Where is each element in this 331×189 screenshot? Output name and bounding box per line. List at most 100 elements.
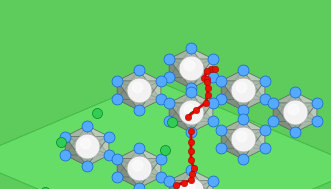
Point [166, 120, 172, 123]
Point [292, 91, 298, 94]
Polygon shape [243, 119, 265, 148]
Point [106, 135, 112, 138]
Point [188, 131, 194, 134]
Point [218, 128, 224, 131]
Point [115, 176, 120, 179]
Point [218, 79, 224, 82]
Polygon shape [139, 159, 161, 188]
Polygon shape [117, 148, 161, 159]
Point [210, 57, 215, 60]
Polygon shape [169, 48, 213, 77]
Polygon shape [117, 148, 139, 177]
Polygon shape [169, 92, 191, 122]
Polygon shape [295, 103, 317, 132]
Point [210, 179, 215, 182]
Polygon shape [273, 92, 295, 122]
Point [186, 185, 192, 188]
Polygon shape [139, 81, 161, 110]
Point [203, 101, 208, 104]
Point [240, 137, 246, 140]
Point [189, 172, 195, 175]
Point [166, 101, 172, 105]
Polygon shape [169, 48, 213, 59]
Polygon shape [221, 81, 243, 110]
Point [205, 86, 210, 89]
Point [186, 64, 192, 67]
Polygon shape [117, 70, 161, 99]
Point [188, 67, 194, 70]
Polygon shape [169, 103, 191, 132]
Point [115, 79, 120, 82]
Point [240, 117, 246, 120]
Point [58, 140, 64, 143]
Polygon shape [117, 159, 161, 188]
Polygon shape [191, 180, 213, 189]
Polygon shape [65, 137, 109, 166]
Point [191, 166, 196, 169]
Point [134, 86, 140, 89]
Polygon shape [191, 103, 213, 132]
Point [166, 179, 172, 182]
Polygon shape [273, 92, 317, 122]
Polygon shape [169, 92, 213, 103]
Point [270, 101, 276, 105]
Polygon shape [169, 122, 213, 132]
Point [270, 120, 276, 123]
Point [136, 109, 142, 112]
Point [106, 153, 112, 156]
Polygon shape [273, 92, 317, 103]
Polygon shape [221, 130, 265, 159]
Point [240, 89, 246, 92]
Point [314, 101, 319, 105]
Polygon shape [169, 77, 213, 88]
Point [262, 128, 267, 131]
Polygon shape [221, 81, 265, 110]
Point [204, 70, 209, 73]
Polygon shape [169, 103, 213, 132]
Point [169, 121, 174, 124]
Point [181, 181, 186, 184]
Polygon shape [169, 170, 191, 189]
Point [158, 79, 164, 82]
Polygon shape [243, 70, 265, 99]
Polygon shape [221, 119, 243, 148]
Point [240, 158, 246, 161]
Point [115, 157, 120, 160]
Polygon shape [139, 70, 161, 99]
Point [166, 76, 172, 79]
Point [290, 108, 296, 111]
Point [208, 67, 213, 70]
Point [218, 98, 224, 101]
Polygon shape [117, 70, 139, 99]
Polygon shape [117, 148, 161, 177]
Point [82, 141, 88, 144]
Polygon shape [221, 70, 265, 99]
Point [136, 89, 142, 92]
Point [188, 168, 194, 171]
Polygon shape [221, 148, 265, 159]
Point [240, 69, 246, 72]
Point [136, 166, 142, 169]
Polygon shape [169, 170, 213, 180]
Polygon shape [65, 137, 87, 166]
Point [174, 184, 179, 187]
Polygon shape [221, 70, 243, 99]
Point [205, 94, 210, 97]
Polygon shape [273, 103, 295, 132]
Polygon shape [117, 159, 139, 188]
Polygon shape [191, 170, 213, 189]
Point [292, 131, 298, 134]
Point [115, 98, 120, 101]
Polygon shape [169, 48, 191, 77]
Polygon shape [65, 155, 109, 166]
Point [63, 153, 68, 156]
Point [262, 98, 267, 101]
Polygon shape [191, 59, 213, 88]
Polygon shape [169, 180, 191, 189]
Point [204, 78, 209, 81]
Polygon shape [221, 99, 265, 110]
Polygon shape [0, 80, 331, 189]
Point [188, 150, 194, 153]
Point [136, 69, 142, 72]
Point [158, 98, 164, 101]
